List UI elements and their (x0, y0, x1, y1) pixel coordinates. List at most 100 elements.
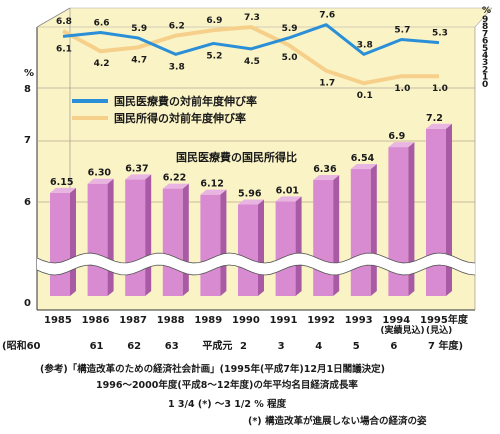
line-y-tick: 6 (482, 37, 488, 47)
bar-side (333, 175, 340, 296)
break-edge-bottom (36, 264, 476, 276)
line-value-label: 5.9 (282, 24, 298, 34)
line-panel-bg (37, 8, 492, 88)
bar-y-axis: % 8 7 6 0 (24, 68, 34, 309)
bar-value-label: 5.96 (238, 188, 262, 199)
bar-value-label: 6.54 (351, 153, 375, 164)
line-income (62, 25, 439, 86)
line-value-label: 5.7 (394, 26, 410, 36)
bar-side (446, 123, 452, 296)
bar-front (200, 194, 221, 296)
x-year-label: 1995年度 (420, 313, 469, 326)
line-y-unit: % (482, 6, 491, 16)
line-value-label: 0.1 (357, 91, 373, 101)
x-year-label: 1988 (157, 315, 185, 326)
line-value-label: 5.9 (131, 24, 147, 34)
break-band (37, 253, 475, 275)
x-annotation-1995: (見込) (426, 324, 452, 336)
bar-top (426, 123, 452, 129)
bar-front (162, 188, 183, 296)
line-value-label: 1.0 (432, 84, 448, 94)
bar-side (295, 196, 302, 296)
legend-medical-label: 国民医療費の対前年度伸び率 (114, 94, 257, 108)
bar-chart-title: 国民医療費の国民所得比 (176, 150, 297, 164)
bar-1989 (200, 189, 227, 296)
x-year-label: 1991 (270, 315, 298, 326)
bar-top (238, 199, 264, 205)
bar-side (408, 142, 415, 296)
line-value-label: 5.3 (432, 29, 448, 39)
x-era-label: 2 (240, 341, 247, 352)
line-value-label: 5.0 (282, 53, 298, 63)
x-era-label: 61 (90, 341, 104, 352)
bar-1990 (238, 199, 264, 296)
line-value-label: 6.9 (206, 16, 222, 26)
bar-1993 (350, 164, 377, 296)
bar-front (313, 180, 334, 296)
line-medical (62, 23, 440, 56)
line-value-label: 1.7 (319, 79, 335, 89)
bar-value-label: 6.22 (163, 173, 186, 184)
bar-value-label: 6.36 (313, 164, 337, 175)
bar-value-label: 6.37 (125, 163, 148, 174)
line-value-label: 7.6 (319, 11, 335, 21)
line-y-tick: 9 (482, 15, 488, 25)
x-year-label: 1992 (307, 315, 335, 326)
bar-side (107, 178, 114, 296)
x-year-label: 1993 (345, 315, 373, 326)
x-era-label: 5 (353, 341, 360, 352)
x-era-label: 3 (278, 341, 285, 352)
line-value-label: 6.1 (56, 44, 72, 54)
bar-1986 (87, 178, 114, 296)
line-value-label: 3.8 (169, 62, 185, 72)
x-year-label: 1994 (382, 315, 410, 326)
note-footnote: (*) 構造改革が進展しない場合の経済の姿 (248, 415, 427, 427)
bar-side (370, 164, 377, 296)
line-value-label: 4.5 (244, 57, 260, 67)
line-value-label: 6.8 (56, 17, 72, 27)
legend-income-label: 国民所得の対前年度伸び率 (114, 111, 246, 125)
break-edge-top (36, 252, 476, 264)
x-year-label: 1985 (44, 315, 72, 326)
x-era-label: 6 (390, 341, 397, 352)
bar-1992 (313, 175, 340, 296)
bar-1988 (162, 183, 189, 296)
line-y-tick: 2 (482, 65, 488, 75)
bar-1987 (125, 174, 152, 296)
x-year-label: 1990 (232, 315, 260, 326)
bar-side (258, 199, 264, 296)
bar-top (275, 196, 302, 202)
bar-front (388, 147, 409, 296)
bar-top (162, 183, 189, 189)
bar-top (87, 178, 114, 184)
bar-value-label: 6.15 (50, 177, 73, 188)
bar-top (313, 175, 340, 181)
line-value-label: 6.6 (94, 19, 110, 29)
line-value-label: 5.2 (206, 51, 222, 61)
x-annotation-1994: (実績見込) (380, 324, 424, 336)
line-y-tick: 7 (482, 29, 488, 39)
bar-front (87, 183, 108, 296)
legend: 国民医療費の対前年度伸び率 国民所得の対前年度伸び率 (72, 94, 257, 125)
notes: (参考)「構造改革のための経済社会計画」(1995年(平成7年)12月1日閣議決… (40, 363, 427, 427)
line-value-label: 6.2 (169, 22, 185, 32)
bar-side (70, 187, 76, 296)
bar-side (145, 174, 152, 296)
bar-top (200, 189, 227, 195)
x-era-label: (昭和60 (2, 339, 41, 352)
bar-value-label: 6.9 (388, 131, 405, 142)
x-year-label: 1987 (119, 315, 147, 326)
bar-y-tick-7: 7 (24, 135, 31, 146)
line-y-tick: 0 (482, 80, 488, 90)
bar-value-label: 6.12 (200, 179, 223, 190)
line-value-label: 4.7 (131, 55, 147, 65)
bar-front (350, 169, 371, 296)
bar-front (426, 128, 446, 296)
line-y-tick: 4 (482, 51, 488, 61)
x-era-label: 平成元 (202, 339, 232, 352)
bar-front (50, 192, 70, 296)
line-value-label: 4.2 (94, 59, 110, 69)
bar-front (125, 179, 146, 296)
